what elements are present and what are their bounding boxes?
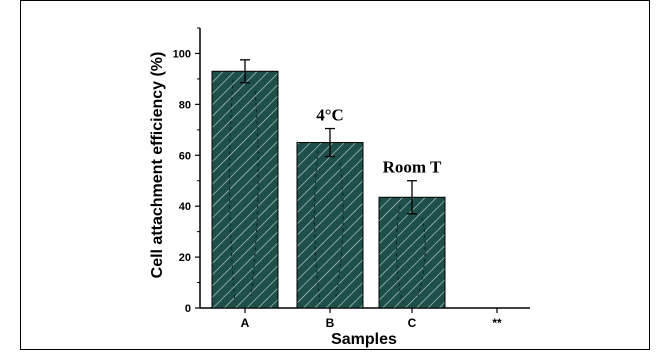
bar-annotation: Room T [383,158,442,177]
bar-A [211,70,279,309]
bar-texture-line [228,79,236,303]
x-tick-label: C [408,316,417,330]
y-tick-label: 80 [179,99,191,111]
bars [211,59,446,309]
y-tick-label: 100 [173,48,191,60]
x-tick-label: ** [492,316,502,330]
labels: 0 20 40 60 80 100 A B 4°C C Room T ** [173,48,502,330]
x-axis-label: Samples [331,331,397,348]
bar-texture-line [335,162,344,297]
y-tick-label: 20 [179,252,191,264]
y-tick-label: 0 [185,303,191,315]
y-tick-label: 60 [179,150,191,162]
bar-texture-line [250,91,259,297]
x-tick-label: B [326,316,335,330]
y-axis-label: Cell attachment efficiency (%) [149,52,166,279]
x-tick-label: A [241,316,250,330]
bar-texture-line [417,217,426,297]
bar-B [296,142,364,309]
bar-annotation: 4°C [316,106,344,125]
bar-texture-line [395,205,403,303]
y-tick-label: 40 [179,201,191,213]
bar-texture-line [313,150,321,303]
